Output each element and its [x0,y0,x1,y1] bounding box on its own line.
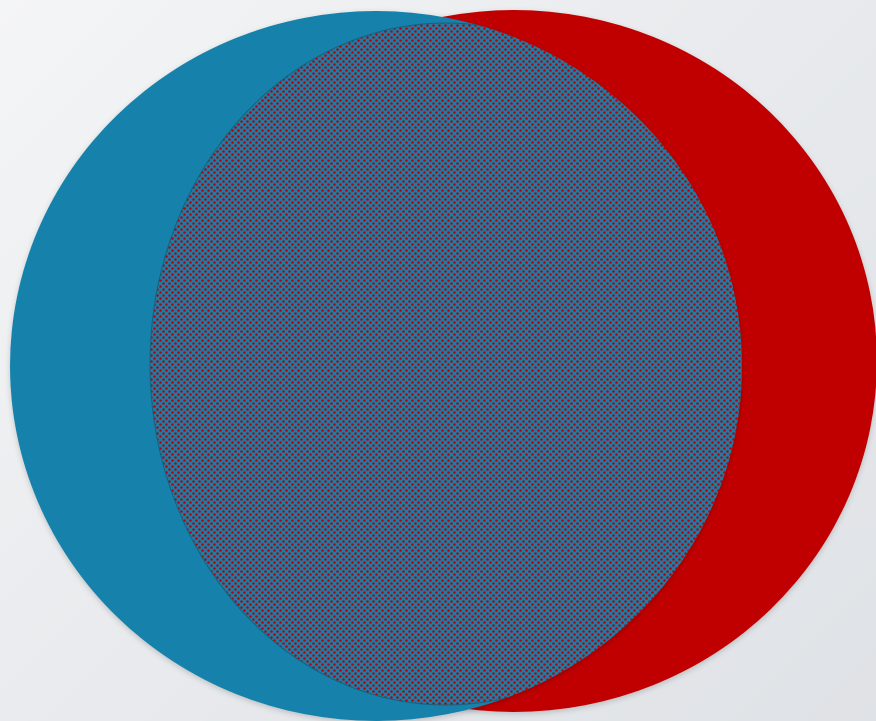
overlap-region [149,22,742,706]
